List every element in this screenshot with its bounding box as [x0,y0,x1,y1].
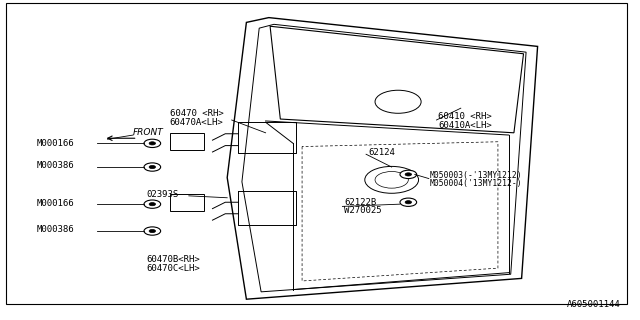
Text: 62122B: 62122B [344,198,376,207]
Text: 60410A<LH>: 60410A<LH> [438,121,492,130]
Text: M000166: M000166 [37,199,75,208]
Text: 02393S: 02393S [146,190,178,199]
Text: 60470B<RH>: 60470B<RH> [146,255,200,264]
Text: M000386: M000386 [37,161,75,170]
Text: 60470 <RH>: 60470 <RH> [170,109,223,118]
Text: M050003(-'13MY1212): M050003(-'13MY1212) [430,171,523,180]
Circle shape [144,139,161,148]
Text: 62124: 62124 [368,148,395,157]
Text: M000386: M000386 [37,225,75,234]
Circle shape [144,227,161,235]
Circle shape [405,201,412,204]
Bar [170,133,204,150]
Circle shape [149,203,156,206]
Circle shape [400,170,417,179]
Circle shape [149,142,156,145]
Text: M050004('13MY1212-): M050004('13MY1212-) [430,179,523,188]
Circle shape [149,165,156,169]
Text: W270025: W270025 [344,206,382,215]
Text: 60470A<LH>: 60470A<LH> [170,118,223,127]
Text: 60410 <RH>: 60410 <RH> [438,112,492,121]
Circle shape [144,200,161,208]
Text: FRONT: FRONT [133,128,164,137]
Circle shape [405,173,412,176]
Bar [170,194,204,211]
Circle shape [149,229,156,233]
Text: M000166: M000166 [37,139,75,148]
Text: 60470C<LH>: 60470C<LH> [146,264,200,273]
Text: A605001144: A605001144 [567,300,621,309]
Circle shape [400,198,417,206]
Circle shape [144,163,161,171]
